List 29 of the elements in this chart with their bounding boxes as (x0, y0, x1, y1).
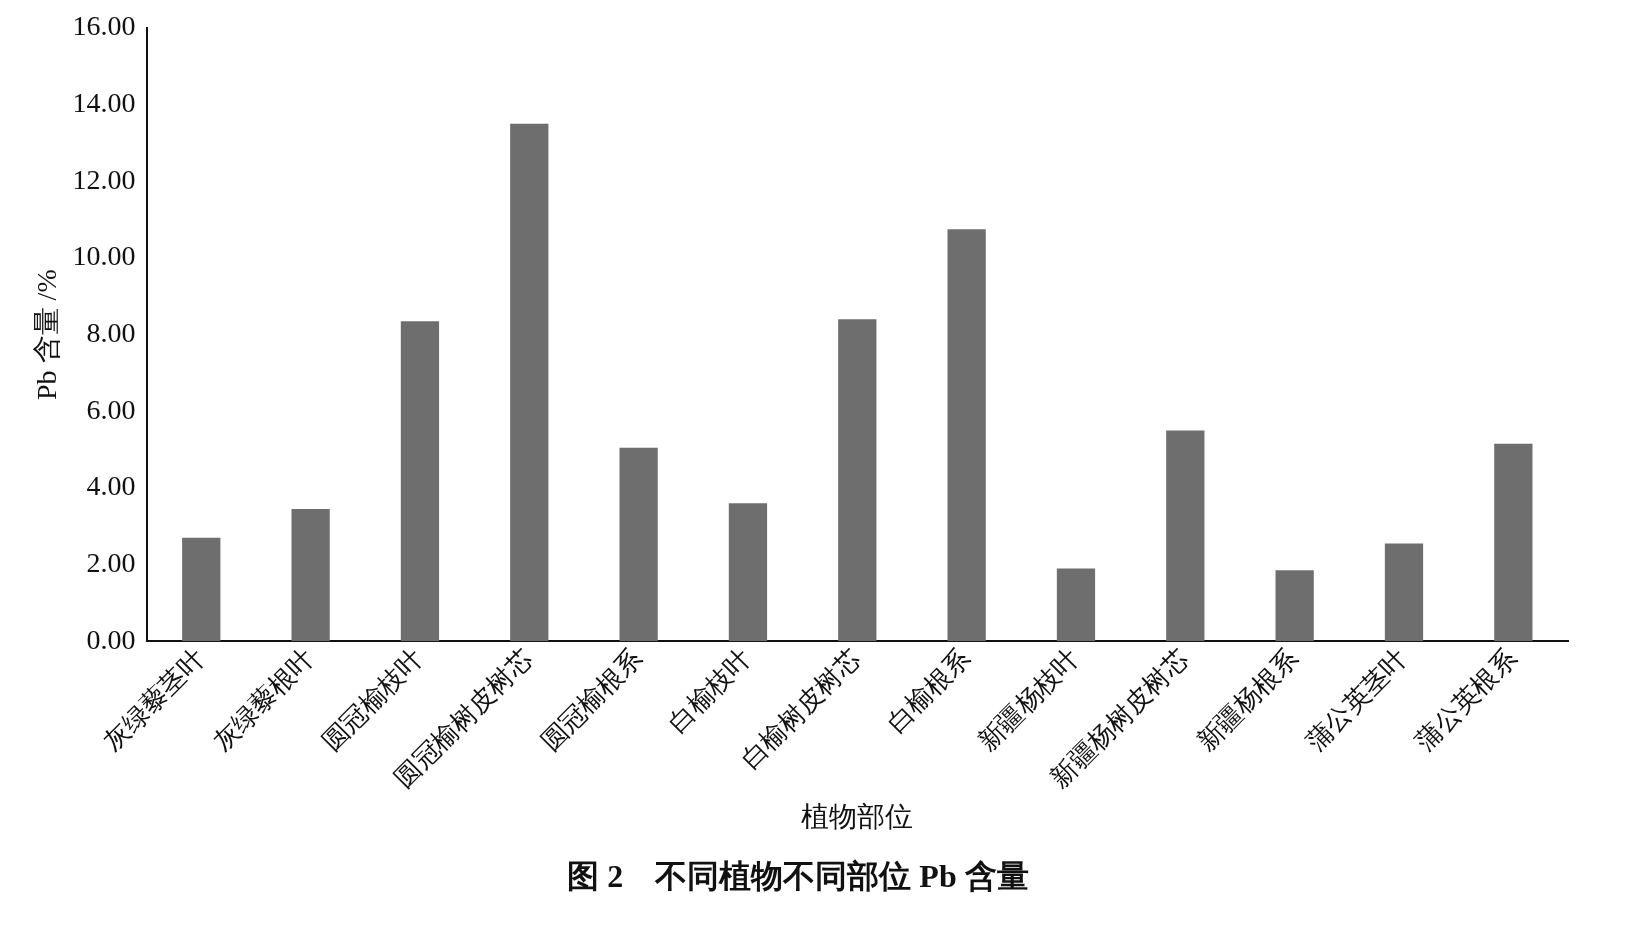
y-tick-label: 16.00 (72, 10, 136, 42)
y-axis-title: Pb 含量 /% (31, 269, 63, 400)
x-tick-label: 灰绿藜根叶 (207, 643, 320, 757)
y-tick-label: 8.00 (86, 316, 136, 348)
text: 图 2 不同植物不同部位 Pb 含量 (567, 858, 1029, 895)
y-tick-label: 2.00 (86, 546, 136, 578)
bar (1275, 570, 1314, 642)
bar (1056, 568, 1096, 642)
bar (1166, 430, 1205, 642)
bar (1494, 443, 1533, 642)
x-axis-title: 植物部位 (801, 801, 914, 833)
x-tick-label: 白榆枝叶 (662, 643, 758, 738)
bar (838, 319, 877, 642)
bar (728, 503, 768, 642)
x-tick-label: 白榆根系 (881, 643, 976, 738)
y-tick-label: 6.00 (86, 393, 136, 425)
bar (400, 321, 440, 642)
y-tick-label: 10.00 (72, 240, 136, 272)
bar (947, 229, 986, 642)
bar (619, 447, 658, 642)
bar (291, 509, 330, 642)
bar (510, 123, 549, 642)
bar (182, 537, 221, 642)
bar (1384, 543, 1424, 642)
y-tick-label: 14.00 (72, 87, 136, 119)
x-tick-label: 圆冠榆根系 (535, 643, 648, 757)
y-tick-label: 4.00 (86, 470, 136, 502)
y-tick-label: 0.00 (86, 623, 136, 655)
y-tick-label: 12.00 (72, 163, 136, 195)
